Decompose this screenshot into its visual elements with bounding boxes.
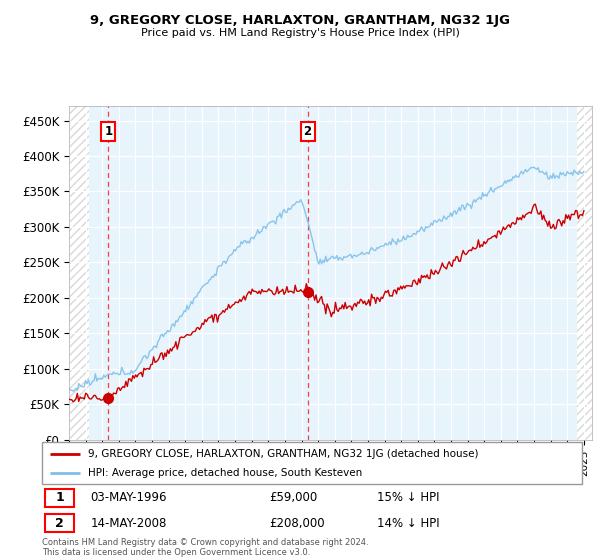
Text: 1: 1 [55, 491, 64, 504]
Text: 1: 1 [104, 125, 112, 138]
Text: 14% ↓ HPI: 14% ↓ HPI [377, 517, 439, 530]
Text: HPI: Average price, detached house, South Kesteven: HPI: Average price, detached house, Sout… [88, 468, 362, 478]
FancyBboxPatch shape [45, 489, 74, 507]
Text: 2: 2 [55, 517, 64, 530]
Text: 9, GREGORY CLOSE, HARLAXTON, GRANTHAM, NG32 1JG: 9, GREGORY CLOSE, HARLAXTON, GRANTHAM, N… [90, 14, 510, 27]
Text: Contains HM Land Registry data © Crown copyright and database right 2024.
This d: Contains HM Land Registry data © Crown c… [42, 538, 368, 557]
FancyBboxPatch shape [45, 514, 74, 532]
Text: 14-MAY-2008: 14-MAY-2008 [91, 517, 167, 530]
Text: Price paid vs. HM Land Registry's House Price Index (HPI): Price paid vs. HM Land Registry's House … [140, 28, 460, 38]
Text: £208,000: £208,000 [269, 517, 325, 530]
FancyBboxPatch shape [42, 442, 582, 484]
Text: 2: 2 [304, 125, 312, 138]
Text: £59,000: £59,000 [269, 491, 317, 504]
Text: 03-MAY-1996: 03-MAY-1996 [91, 491, 167, 504]
Text: 9, GREGORY CLOSE, HARLAXTON, GRANTHAM, NG32 1JG (detached house): 9, GREGORY CLOSE, HARLAXTON, GRANTHAM, N… [88, 449, 478, 459]
Text: 15% ↓ HPI: 15% ↓ HPI [377, 491, 439, 504]
